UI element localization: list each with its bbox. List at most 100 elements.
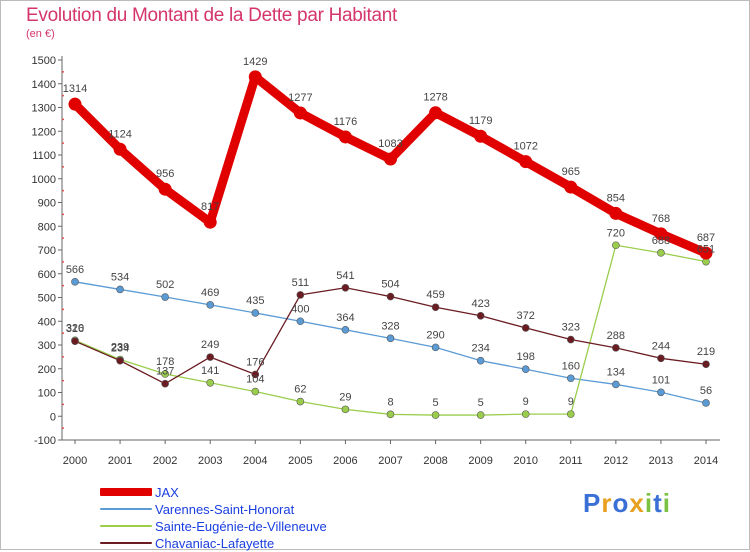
brand-letter: i xyxy=(644,488,654,518)
data-label: 854 xyxy=(607,192,625,204)
data-point xyxy=(476,311,485,320)
data-point xyxy=(338,130,352,144)
data-point xyxy=(654,227,668,241)
data-point xyxy=(71,278,79,286)
data-label: 328 xyxy=(381,320,399,332)
data-label: 459 xyxy=(426,289,444,301)
data-label: 423 xyxy=(471,298,489,310)
data-label: 688 xyxy=(652,235,670,247)
data-label: 234 xyxy=(111,343,129,355)
data-point xyxy=(519,155,533,169)
data-point xyxy=(657,249,665,257)
data-point xyxy=(293,106,307,120)
data-point xyxy=(206,378,215,387)
y-tick-label: 800 xyxy=(38,221,56,233)
data-label: 323 xyxy=(562,322,580,334)
data-label: 134 xyxy=(607,366,625,378)
legend-label: JAX xyxy=(155,485,179,500)
data-label: 9 xyxy=(523,396,529,408)
data-point xyxy=(341,325,350,334)
data-point xyxy=(566,335,575,344)
data-point xyxy=(431,343,440,352)
data-point xyxy=(251,309,260,317)
data-label: 566 xyxy=(66,264,84,276)
data-label: 956 xyxy=(156,168,174,180)
x-tick-label: 2004 xyxy=(243,455,267,467)
legend-label: Chavaniac-Lafayette xyxy=(155,536,275,551)
data-label: 5 xyxy=(478,397,484,409)
data-point xyxy=(521,324,530,332)
brand-letter: x xyxy=(629,488,645,518)
y-tick-label: 1000 xyxy=(32,174,56,186)
x-tick-label: 2009 xyxy=(468,455,492,467)
data-label: 104 xyxy=(246,374,264,386)
chart-unit-label: (en €) xyxy=(26,28,55,40)
data-label: 469 xyxy=(201,287,219,299)
x-tick-label: 2006 xyxy=(333,455,357,467)
data-point xyxy=(113,142,127,156)
x-tick-label: 2012 xyxy=(604,455,628,467)
data-point xyxy=(158,182,172,196)
data-point xyxy=(566,410,575,418)
data-point xyxy=(564,180,578,194)
data-point xyxy=(386,410,395,419)
data-point xyxy=(71,337,79,346)
data-label: 141 xyxy=(201,365,219,377)
x-tick-label: 2000 xyxy=(63,455,87,467)
y-tick-label: 100 xyxy=(38,388,56,400)
data-point xyxy=(702,399,710,407)
data-point xyxy=(431,411,440,419)
data-point xyxy=(612,380,620,389)
data-label: 1124 xyxy=(108,128,132,140)
y-tick-label: 1500 xyxy=(32,55,56,67)
x-tick-label: 2001 xyxy=(108,455,132,467)
legend-swatch xyxy=(100,488,152,496)
data-label: 1278 xyxy=(423,92,447,104)
data-label: 1429 xyxy=(243,56,267,68)
data-point xyxy=(476,411,485,419)
y-tick-label: -100 xyxy=(34,435,56,447)
data-point xyxy=(657,388,665,397)
data-point xyxy=(431,303,440,312)
x-tick-label: 2013 xyxy=(649,455,673,467)
y-tick-label: 0 xyxy=(50,411,56,423)
data-label: 511 xyxy=(292,277,310,289)
data-label: 372 xyxy=(517,310,535,322)
legend-label: Sainte-Eugénie-de-Villeneuve xyxy=(155,519,327,534)
brand-letter: o xyxy=(612,488,630,518)
legend-swatch xyxy=(100,542,152,544)
data-label: 502 xyxy=(156,279,174,291)
data-point xyxy=(521,365,530,374)
data-label: 400 xyxy=(291,303,309,315)
y-tick-label: 400 xyxy=(38,316,56,328)
data-point xyxy=(116,356,124,365)
data-point xyxy=(296,317,305,326)
data-label: 534 xyxy=(111,271,129,283)
data-label: 817 xyxy=(201,201,219,213)
y-tick-label: 1400 xyxy=(32,79,56,91)
data-label: 101 xyxy=(652,374,670,386)
y-tick-label: 1100 xyxy=(32,150,56,162)
y-tick-label: 700 xyxy=(38,245,56,257)
data-label: 1179 xyxy=(469,115,493,127)
data-point xyxy=(612,344,620,352)
data-point xyxy=(384,152,397,166)
data-label: 160 xyxy=(562,360,580,372)
data-label: 320 xyxy=(66,322,84,334)
data-point xyxy=(429,106,443,120)
brand-logo: Proxiti xyxy=(583,488,671,519)
data-label: 504 xyxy=(381,279,399,291)
data-point xyxy=(566,374,575,383)
data-label: 290 xyxy=(426,329,444,341)
data-point xyxy=(386,334,395,343)
data-point xyxy=(521,410,530,418)
x-tick-label: 2003 xyxy=(198,455,222,467)
data-label: 768 xyxy=(652,213,670,225)
x-tick-label: 2007 xyxy=(378,455,402,467)
data-label: 9 xyxy=(568,396,574,408)
data-point xyxy=(474,129,488,143)
data-label: 219 xyxy=(697,346,715,358)
data-label: 62 xyxy=(294,384,306,396)
